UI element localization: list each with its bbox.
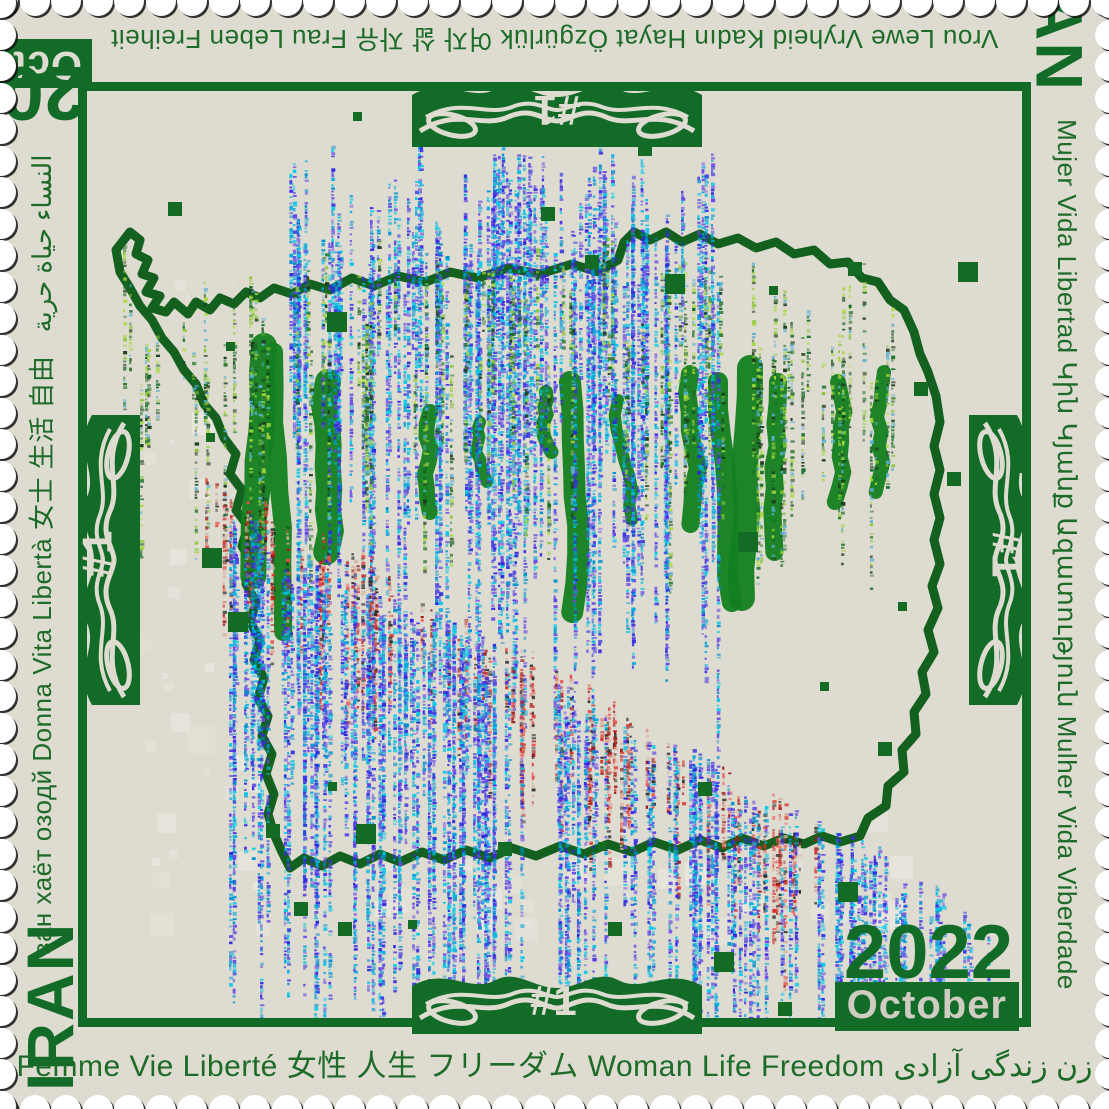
slogan-band-right: Mujer Vida Libertad Կին Կյանք Ազատությու… (1024, 0, 1109, 1109)
slogan-bottom-text: Femme Vie Liberté 女性 人生 フリーダム Woman Life… (16, 1050, 884, 1083)
rank-label-right: #1 (983, 531, 1030, 578)
green-square-specks (78, 82, 1031, 1027)
slogan-top-text: Vrou Lewe Vryheid Kadın Hayat Özgürlük 여… (111, 24, 999, 54)
slogan-band-top: Vrou Lewe Vryheid Kadın Hayat Özgürlük 여… (0, 22, 1109, 59)
rank-label-top: #1 (534, 87, 581, 134)
slogan-left-text: зан хаёт озодй Donna Vita Libertà 女士 生活 … (27, 356, 57, 955)
month-label-bottom: October (834, 982, 1019, 1031)
stamp-artwork (78, 82, 1031, 1027)
slogan-bottom-rtl-text: زن زندگی آزادی (893, 1050, 1092, 1083)
month-label-bottom-text: October (834, 982, 1019, 1031)
ornament-top: #1 (412, 75, 702, 147)
year-label-bottom: 2022 (844, 915, 1013, 991)
slogan-left-rtl-text: النساء حياة حرية (27, 155, 57, 333)
slogan-band-left: зан хаёт озодй Donna Vita Libertà 女士 生活 … (0, 0, 85, 1109)
ornament-bottom: #1 (412, 962, 702, 1034)
slogan-right-text: Mujer Vida Libertad Կին Կյանք Ազատությու… (1052, 119, 1082, 990)
slogan-band-bottom: Femme Vie Liberté 女性 人生 フリーダム Woman Life… (0, 1041, 1109, 1085)
rank-label-bottom: #1 (530, 980, 577, 1022)
